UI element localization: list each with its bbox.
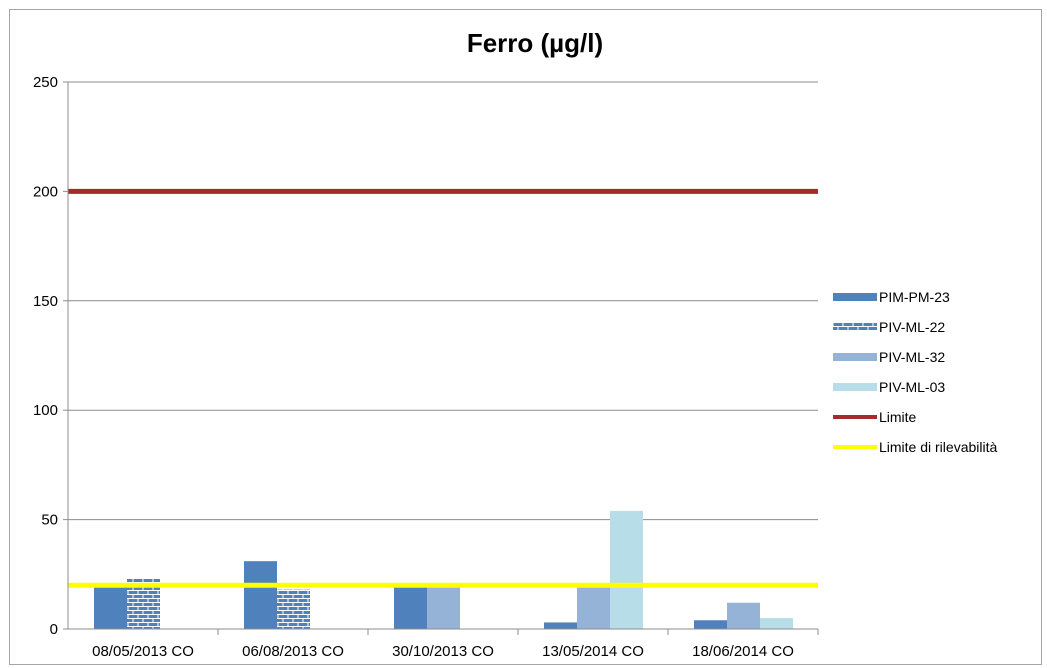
legend-swatch-piv-ml-32	[833, 353, 877, 361]
bar-piv-ml-32-4	[727, 602, 760, 629]
bar-pim-pm-23-4	[694, 620, 727, 629]
legend-swatch-piv-ml-22	[833, 323, 877, 331]
y-tick-label: 250	[33, 74, 58, 91]
y-tick-label: 150	[33, 293, 58, 310]
y-tick-label: 50	[41, 512, 58, 529]
legend-swatch-piv-ml-03	[833, 383, 877, 391]
chart-title: Ferro (µg/l)	[467, 28, 603, 58]
y-tick-label: 0	[50, 621, 58, 638]
x-tick-label: 06/08/2013 CO	[242, 643, 344, 660]
legend-label-piv-ml-22: PIV-ML-22	[879, 319, 945, 335]
bar-pim-pm-23-2	[394, 587, 427, 629]
bar-piv-ml-03-4	[760, 618, 793, 629]
bar-pim-pm-23-0	[94, 583, 127, 629]
y-tick-label: 200	[33, 183, 58, 200]
legend-label-piv-ml-03: PIV-ML-03	[879, 379, 945, 395]
bar-piv-ml-22-1	[277, 589, 310, 629]
x-tick-label: 08/05/2013 CO	[92, 643, 194, 660]
legend-label-limite: Limite	[879, 409, 917, 425]
chart-frame: Ferro (µg/l) 0 50 100 150 200 250 08/05/2013 C…	[9, 9, 1042, 665]
legend-label-limite-di-rilevabilit-: Limite di rilevabilità	[879, 439, 997, 455]
bar-piv-ml-32-2	[427, 587, 460, 629]
bar-pim-pm-23-3	[544, 622, 577, 629]
bar-pim-pm-23-1	[244, 561, 277, 629]
x-tick-label: 18/06/2014 CO	[692, 643, 794, 660]
y-tick-label: 100	[33, 402, 58, 419]
bar-chart: Ferro (µg/l) 0 50 100 150 200 250 08/05/2013 C…	[33, 28, 998, 660]
bar-piv-ml-03-3	[610, 510, 643, 629]
legend-label-piv-ml-32: PIV-ML-32	[879, 349, 945, 365]
legend-swatch-pim-pm-23	[833, 293, 877, 301]
legend-label-pim-pm-23: PIM-PM-23	[879, 289, 950, 305]
x-tick-label: 30/10/2013 CO	[392, 643, 494, 660]
bar-piv-ml-32-3	[577, 587, 610, 629]
x-tick-label: 13/05/2014 CO	[542, 643, 644, 660]
